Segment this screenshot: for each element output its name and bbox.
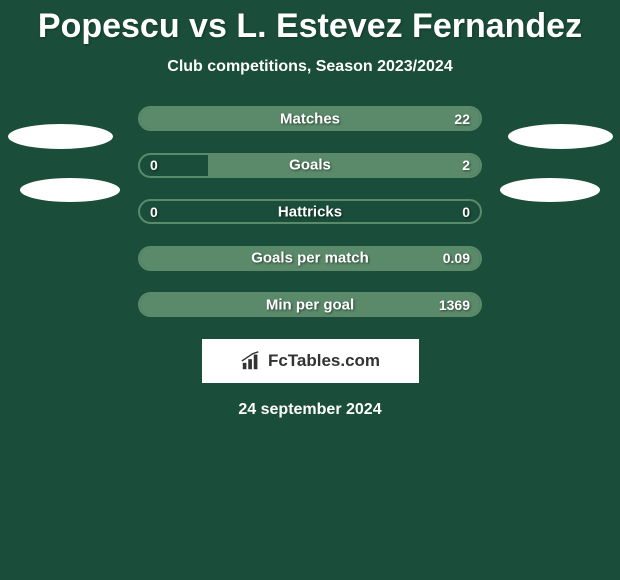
page-title: Popescu vs L. Estevez Fernandez bbox=[0, 0, 620, 46]
stat-bar-goals: 0 Goals 2 bbox=[138, 153, 482, 178]
stat-value-right: 0.09 bbox=[443, 250, 470, 266]
stat-bar-matches: Matches 22 bbox=[138, 106, 482, 131]
stat-fill-right bbox=[208, 155, 480, 176]
player-photo-right-2 bbox=[500, 178, 600, 202]
stat-label: Matches bbox=[280, 110, 340, 127]
stat-value-right: 2 bbox=[462, 157, 470, 173]
stat-value-right: 0 bbox=[462, 204, 470, 220]
stat-value-left: 0 bbox=[150, 204, 158, 220]
subtitle: Club competitions, Season 2023/2024 bbox=[0, 58, 620, 76]
brand-text: FcTables.com bbox=[268, 351, 380, 371]
stat-label: Goals bbox=[289, 157, 331, 174]
stat-bar-hattricks: 0 Hattricks 0 bbox=[138, 199, 482, 224]
stat-bar-goals-per-match: Goals per match 0.09 bbox=[138, 246, 482, 271]
player-photo-right-1 bbox=[508, 124, 613, 149]
player-photo-left-2 bbox=[20, 178, 120, 202]
brand-box[interactable]: FcTables.com bbox=[202, 339, 419, 383]
stat-bar-min-per-goal: Min per goal 1369 bbox=[138, 292, 482, 317]
stat-value-left: 0 bbox=[150, 157, 158, 173]
chart-icon bbox=[240, 350, 262, 372]
stat-value-right: 22 bbox=[454, 111, 470, 127]
stat-label: Goals per match bbox=[251, 250, 369, 267]
stat-value-right: 1369 bbox=[439, 297, 470, 313]
player-photo-left-1 bbox=[8, 124, 113, 149]
date-text: 24 september 2024 bbox=[0, 401, 620, 419]
stat-label: Min per goal bbox=[266, 296, 354, 313]
stat-label: Hattricks bbox=[278, 203, 342, 220]
